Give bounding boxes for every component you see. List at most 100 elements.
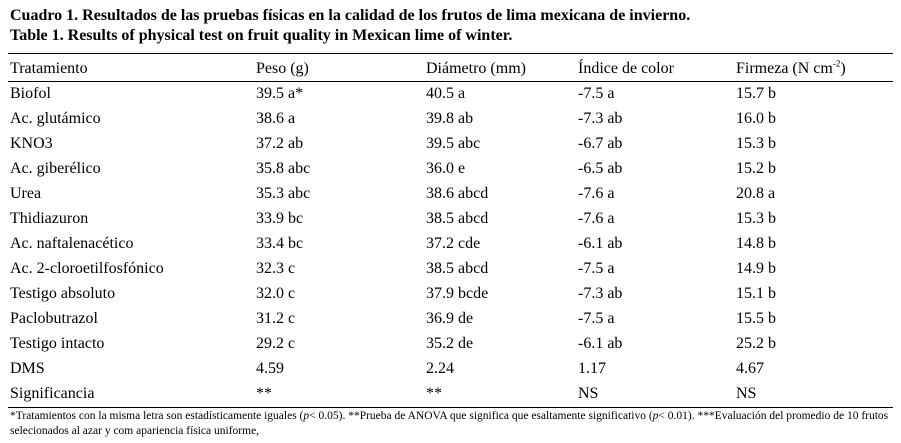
cell-diametro: 40.5 a bbox=[426, 85, 466, 102]
caption-english: Table 1. Results of physical test on fru… bbox=[10, 27, 513, 44]
cell-indice-color: -7.6 a bbox=[578, 210, 615, 227]
table-row: Paclobutrazol 31.2 c 36.9 de -7.5 a 15.5 b bbox=[10, 306, 876, 331]
table-row: Ac. naftalenacético 33.4 bc 37.2 cde -6.1 a… bbox=[10, 231, 876, 256]
cell-firmeza: 20.8 a bbox=[736, 185, 776, 202]
cell-peso: 33.9 bc bbox=[256, 210, 304, 227]
header-firmeza-exponent: -2 bbox=[832, 58, 841, 69]
cell-peso: 4.59 bbox=[256, 360, 284, 377]
table-row: Biofol 39.5 a* 40.5 a -7.5 a 15.7 b bbox=[10, 81, 876, 106]
cell-peso: 32.3 c bbox=[256, 260, 296, 277]
cell-tratamiento: Ac. glutámico bbox=[10, 110, 101, 127]
table-row: Testigo absoluto 32.0 c 37.9 bcde -7.3 ab 15… bbox=[10, 281, 876, 306]
cell-firmeza: 15.3 b bbox=[736, 135, 776, 152]
cell-tratamiento: Ac. naftalenacético bbox=[10, 235, 134, 252]
header-firmeza-close: ) bbox=[840, 59, 846, 77]
cell-indice-color: -7.3 ab bbox=[578, 285, 623, 302]
cell-indice-color: -7.5 a bbox=[578, 310, 615, 327]
header-diametro: Diámetro (mm) bbox=[426, 59, 526, 77]
table-row: Urea 35.3 abc 38.6 abcd -7.6 a 20.8 a bbox=[10, 181, 876, 206]
cell-indice-color: -7.5 a bbox=[578, 260, 615, 277]
cell-diametro: 2.24 bbox=[426, 360, 454, 377]
cell-tratamiento: KNO3 bbox=[10, 135, 53, 152]
cell-firmeza: 4.67 bbox=[736, 360, 764, 377]
cell-indice-color: -7.6 a bbox=[578, 185, 615, 202]
footnote-p-symbol-2: p bbox=[652, 410, 659, 422]
cell-firmeza: 15.3 b bbox=[736, 210, 776, 227]
results-table: Tratamiento Peso (g) Diámetro (mm) Índic… bbox=[10, 55, 876, 406]
cell-peso: 39.5 a* bbox=[256, 85, 304, 102]
header-tratamiento: Tratamiento bbox=[10, 59, 88, 77]
table-footnote: *Tratamientos con la misma letra son est… bbox=[10, 409, 894, 439]
cell-firmeza: 15.1 b bbox=[736, 285, 776, 302]
cell-indice-color: -6.1 ab bbox=[578, 335, 623, 352]
table-header-row: Tratamiento Peso (g) Diámetro (mm) Índic… bbox=[10, 55, 876, 81]
cell-indice-color: -7.3 ab bbox=[578, 110, 623, 127]
table-body: Biofol 39.5 a* 40.5 a -7.5 a 15.7 b Ac. glutá… bbox=[10, 81, 876, 406]
cell-peso: 33.4 bc bbox=[256, 235, 304, 252]
cell-diametro: 38.6 abcd bbox=[426, 185, 489, 202]
cell-firmeza: 25.2 b bbox=[736, 335, 776, 352]
cell-firmeza: 16.0 b bbox=[736, 110, 776, 127]
cell-tratamiento: Ac. 2-cloroetilfosfónico bbox=[10, 260, 164, 277]
cell-tratamiento: Testigo absoluto bbox=[10, 285, 116, 302]
footnote-part-1: *Tratamientos con la misma letra son est… bbox=[10, 410, 304, 422]
cell-diametro: 36.0 e bbox=[426, 160, 466, 177]
cell-indice-color: NS bbox=[578, 385, 599, 402]
footnote-p-symbol-1: p bbox=[303, 410, 310, 422]
cell-peso: ** bbox=[256, 385, 272, 402]
cell-peso: 32.0 c bbox=[256, 285, 296, 302]
cell-diametro: 36.9 de bbox=[426, 310, 474, 327]
cell-diametro: ** bbox=[426, 385, 442, 402]
caption-spanish: Cuadro 1. Resultados de las pruebas físi… bbox=[10, 7, 691, 24]
table-row: Significancia ** ** NS NS bbox=[10, 381, 876, 406]
cell-indice-color: -6.1 ab bbox=[578, 235, 623, 252]
header-firmeza-text: Firmeza (N cm bbox=[736, 59, 833, 77]
cell-indice-color: 1.17 bbox=[578, 360, 606, 377]
cell-diametro: 37.2 cde bbox=[426, 235, 481, 252]
cell-indice-color: -6.5 ab bbox=[578, 160, 623, 177]
cell-firmeza: 15.5 b bbox=[736, 310, 776, 327]
table-caption: Cuadro 1. Resultados de las pruebas físi… bbox=[10, 6, 690, 46]
cell-tratamiento: Significancia bbox=[10, 385, 95, 402]
cell-peso: 35.8 abc bbox=[256, 160, 311, 177]
cell-diametro: 35.2 de bbox=[426, 335, 474, 352]
cell-tratamiento: Ac. giberélico bbox=[10, 160, 101, 177]
cell-diametro: 37.9 bcde bbox=[426, 285, 489, 302]
cell-tratamiento: Paclobutrazol bbox=[10, 310, 98, 327]
cell-indice-color: -7.5 a bbox=[578, 85, 615, 102]
cell-diametro: 38.5 abcd bbox=[426, 260, 489, 277]
table-row: Thidiazuron 33.9 bc 38.5 abcd -7.6 a 15.3 b bbox=[10, 206, 876, 231]
cell-tratamiento: Biofol bbox=[10, 85, 51, 102]
cell-tratamiento: Testigo intacto bbox=[10, 335, 105, 352]
cell-peso: 31.2 c bbox=[256, 310, 296, 327]
cell-diametro: 38.5 abcd bbox=[426, 210, 489, 227]
table-row: Ac. giberélico 35.8 abc 36.0 e -6.5 ab 15.2 … bbox=[10, 156, 876, 181]
cell-indice-color: -6.7 ab bbox=[578, 135, 623, 152]
table-row: DMS 4.59 2.24 1.17 4.67 bbox=[10, 356, 876, 381]
cell-tratamiento: Thidiazuron bbox=[10, 210, 89, 227]
cell-peso: 37.2 ab bbox=[256, 135, 304, 152]
cell-firmeza: 15.7 b bbox=[736, 85, 776, 102]
table-bottom-rule bbox=[8, 407, 893, 408]
cell-firmeza: NS bbox=[736, 385, 757, 402]
cell-diametro: 39.5 abc bbox=[426, 135, 481, 152]
cell-tratamiento: DMS bbox=[10, 360, 45, 377]
footnote-part-3: < 0.01). ***Evaluación del promedio de 1… bbox=[10, 410, 889, 437]
cell-tratamiento: Urea bbox=[10, 185, 42, 202]
cell-diametro: 39.8 ab bbox=[426, 110, 474, 127]
header-firmeza: Firmeza (N cm-2) bbox=[736, 55, 876, 81]
cell-firmeza: 14.8 b bbox=[736, 235, 776, 252]
table-row: KNO3 37.2 ab 39.5 abc -6.7 ab 15.3 b bbox=[10, 131, 876, 156]
cell-peso: 38.6 a bbox=[256, 110, 296, 127]
table-top-rule bbox=[8, 53, 893, 54]
cell-firmeza: 14.9 b bbox=[736, 260, 776, 277]
table-header-rule bbox=[8, 81, 893, 82]
table-row: Ac. glutámico 38.6 a 39.8 ab -7.3 ab 16.0 b bbox=[10, 106, 876, 131]
header-indice-color: Índice de color bbox=[578, 59, 674, 77]
cell-peso: 29.2 c bbox=[256, 335, 296, 352]
footnote-part-2: < 0.05). **Prueba de ANOVA que significa… bbox=[309, 410, 653, 422]
cell-firmeza: 15.2 b bbox=[736, 160, 776, 177]
cell-peso: 35.3 abc bbox=[256, 185, 311, 202]
table-row: Testigo intacto 29.2 c 35.2 de -6.1 ab 25.2 … bbox=[10, 331, 876, 356]
header-peso: Peso (g) bbox=[256, 59, 309, 77]
